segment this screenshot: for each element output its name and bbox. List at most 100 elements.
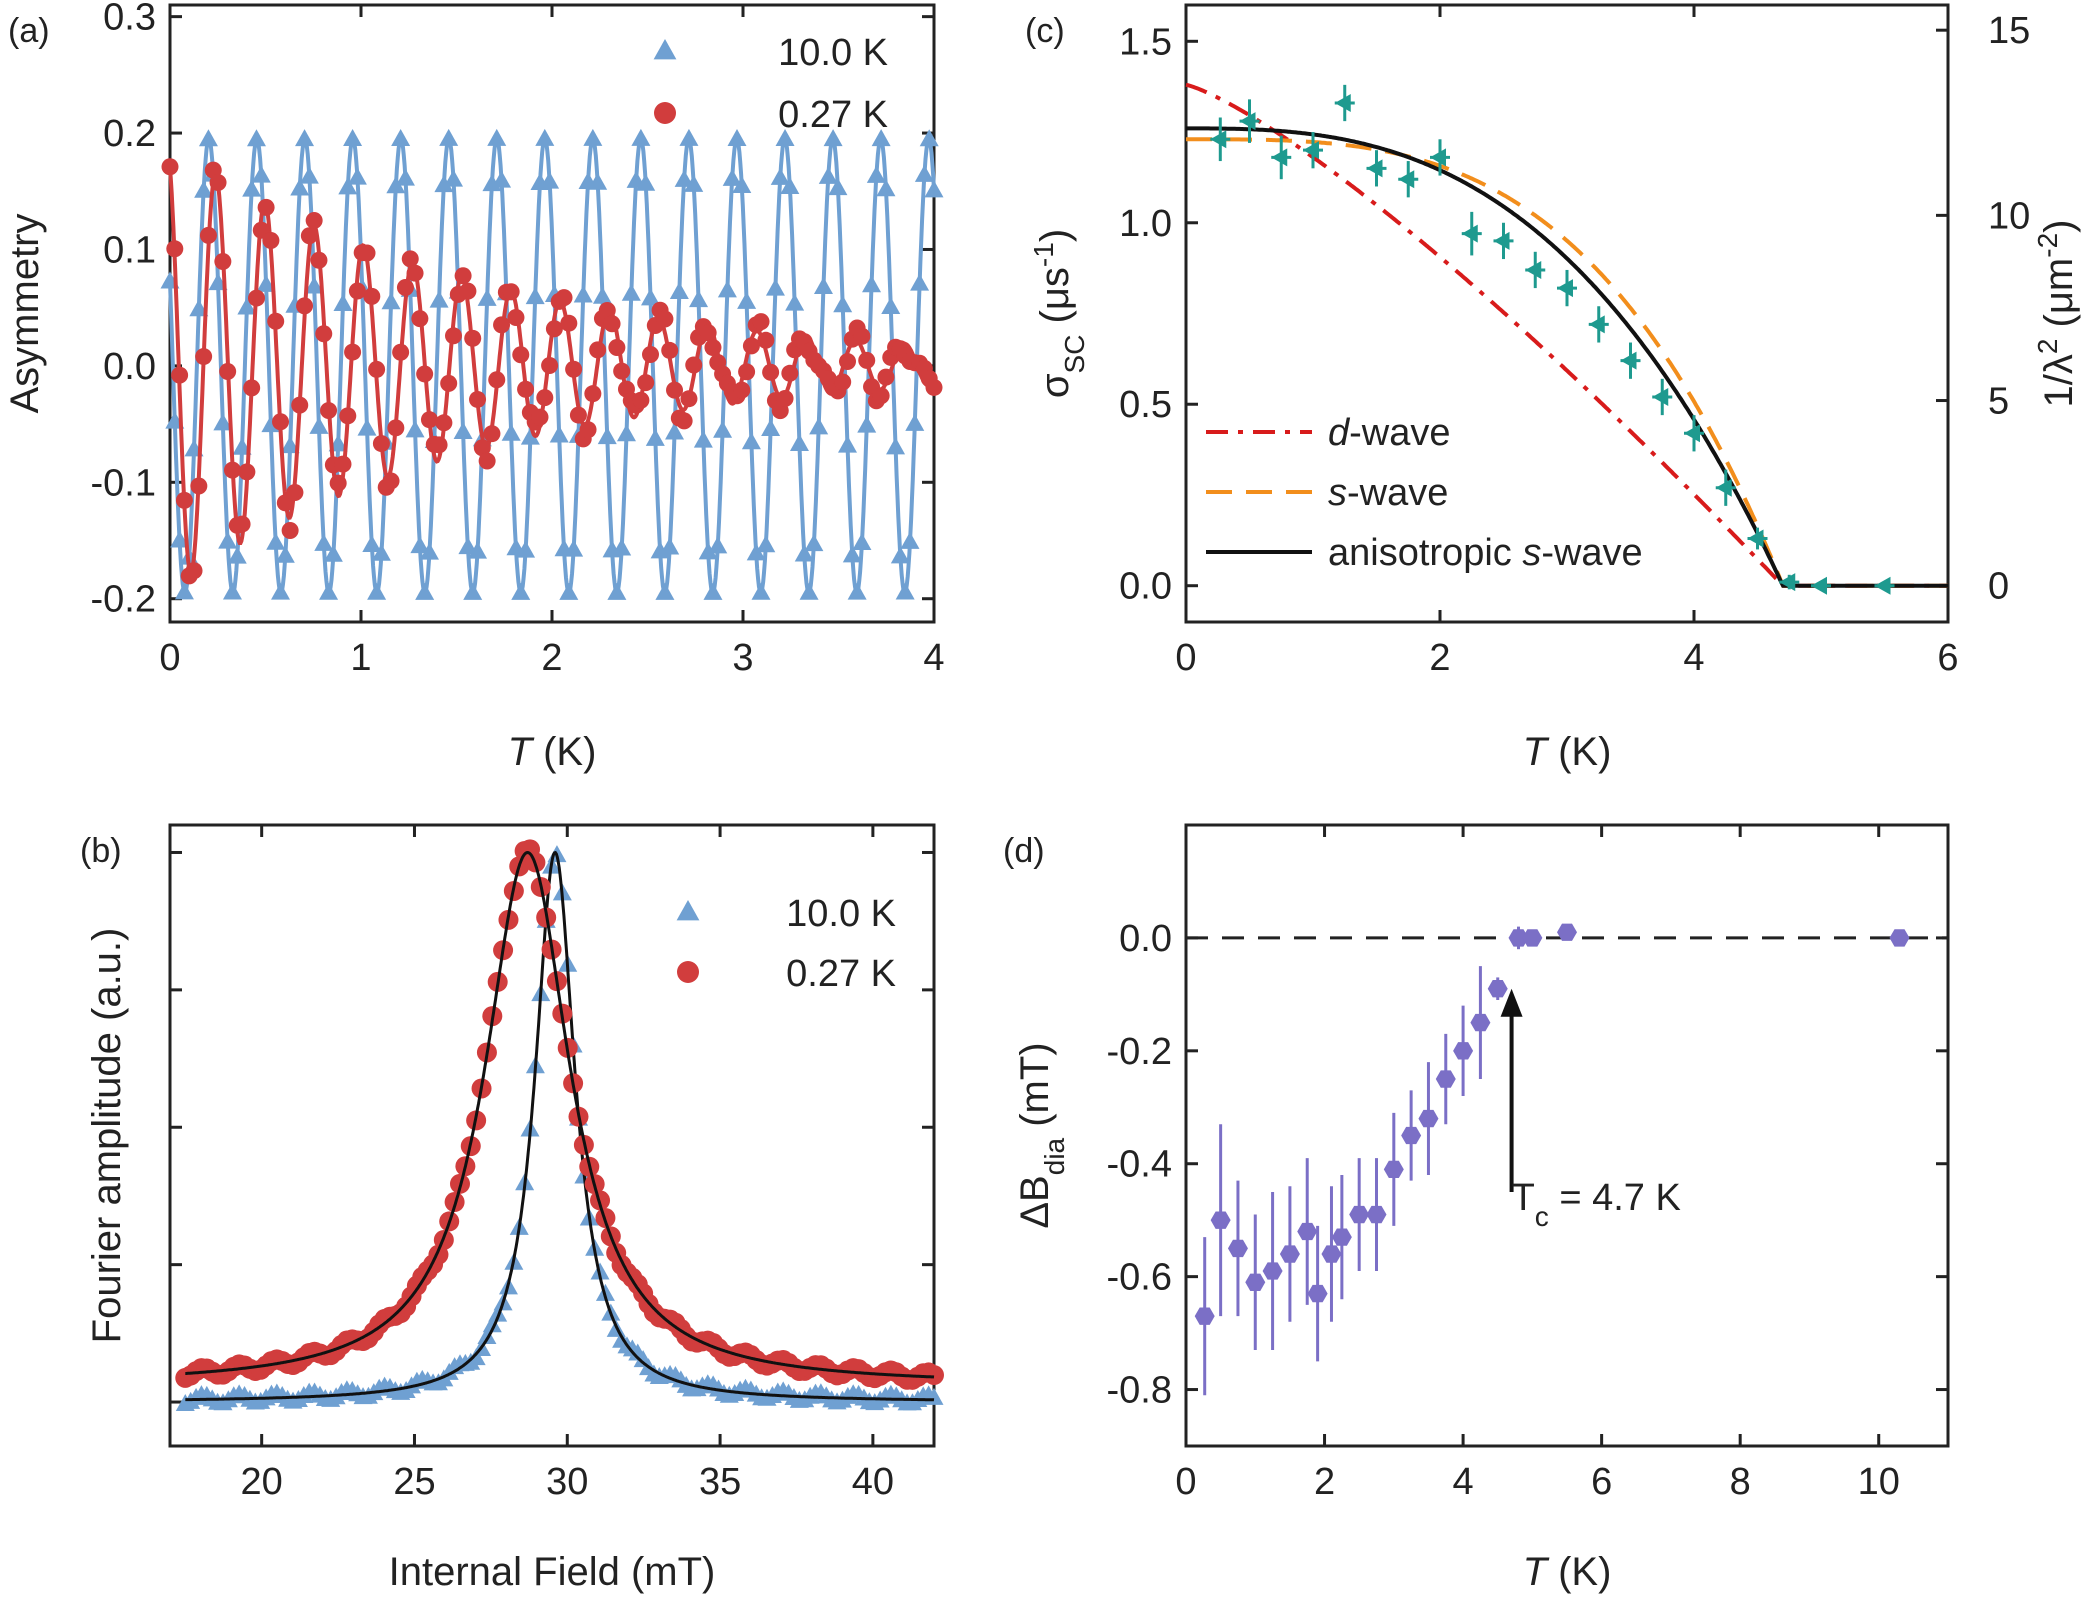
data-point-triangle <box>886 437 906 455</box>
data-point-triangle <box>439 128 459 146</box>
data-point-triangle <box>540 171 560 189</box>
legend-label: 10.0 K <box>786 893 896 935</box>
data-point-circle <box>223 461 241 479</box>
data-point-triangle <box>443 169 463 187</box>
data-point-triangle <box>246 129 266 147</box>
annotation-text: Tc = 4.7 K <box>1512 1177 1681 1232</box>
data-point-circle <box>305 211 323 229</box>
series-line-0 <box>168 135 936 597</box>
fit-line-2 <box>1186 126 1948 588</box>
panel-c-sigma-sc-chart: (c) 0 2 4 6 0.0 0.5 1.0 1.5 0 5 10 15 T (K) σSC (μs-1)… <box>1025 3 2082 774</box>
y-label-sub: SC <box>1059 335 1090 374</box>
data-point-triangle <box>823 129 843 147</box>
data-point-triangle <box>794 544 814 562</box>
data-point-circle <box>243 379 261 397</box>
data-point-triangle <box>266 532 286 550</box>
data-point-triangle <box>237 297 257 315</box>
data-point-circle <box>776 389 794 407</box>
data-point-circle <box>478 452 496 470</box>
x-tick-label: 2 <box>1429 637 1450 679</box>
data-point-circle <box>473 439 491 457</box>
data-point-triangle <box>299 166 319 184</box>
data-point-circle <box>858 351 876 369</box>
y-right-tick-label: 5 <box>1988 381 2009 423</box>
data-point-circle <box>396 278 414 296</box>
y-tick-label: 1.0 <box>1119 203 1172 245</box>
x-tick-label: 0 <box>1175 637 1196 679</box>
data-point-circle <box>536 389 554 407</box>
y-label-close: ) <box>1033 229 1077 242</box>
data-point-circle <box>291 396 309 414</box>
panel-label: (c) <box>1025 12 1065 50</box>
data-point-circle <box>435 414 453 432</box>
data-point-hexagon <box>1194 1307 1215 1325</box>
y-label-sub: dia <box>1039 1137 1070 1175</box>
y-right-sup: 2 <box>2032 339 2063 355</box>
data-point-circle <box>262 231 280 249</box>
annotation-t: T <box>1512 1177 1535 1219</box>
data-point-left-triangle <box>1493 231 1510 250</box>
data-point-circle <box>296 297 314 315</box>
y-tick-label: 0.0 <box>1119 918 1172 960</box>
y-tick-label: -0.4 <box>1107 1144 1172 1186</box>
data-point-triangle <box>669 282 689 300</box>
data-point-circle <box>493 316 511 334</box>
data-point-circle <box>699 324 717 342</box>
legend-label: 10.0 K <box>778 32 888 74</box>
data-point-triangle <box>765 278 785 296</box>
data-point-hexagon <box>1557 923 1577 941</box>
data-point-circle <box>171 366 189 384</box>
data-point-circle <box>584 385 602 403</box>
legend-label: d-wave <box>1328 412 1451 454</box>
y-axis-label-right: 1/λ2 (μm-2) <box>2032 220 2082 408</box>
data-point-triangle <box>616 424 636 442</box>
data-point-circle <box>406 264 424 282</box>
y-label-sigma: σ <box>1033 373 1077 398</box>
data-point-circle <box>459 282 477 300</box>
x-tick-label: 1 <box>350 637 371 679</box>
data-point-circle <box>565 360 583 378</box>
data-point-triangle <box>881 297 901 315</box>
data-point-circle <box>502 283 520 301</box>
data-point-triangle <box>381 292 401 310</box>
x-tick-label: 4 <box>923 637 944 679</box>
data-point-triangle <box>727 128 747 146</box>
data-point-left-triangle <box>1588 315 1605 334</box>
data-point-circle <box>853 327 871 345</box>
data-point-left-triangle <box>1715 478 1732 497</box>
data-point-triangle <box>621 283 641 301</box>
data-point-triangle <box>607 582 627 600</box>
data-point-hexagon <box>1210 1211 1231 1229</box>
data-point-circle <box>329 474 347 492</box>
data-point-triangle <box>323 544 343 562</box>
y-label-base: ΔB <box>1013 1175 1057 1228</box>
data-point-left-triangle <box>1239 112 1256 131</box>
legend-suffix: -wave <box>1347 472 1448 514</box>
data-point-circle <box>685 356 703 374</box>
data-point-triangle <box>900 531 920 549</box>
y-right-tick-label: 15 <box>1988 10 2030 52</box>
legend-marker <box>676 900 700 921</box>
data-point-circle <box>675 412 693 430</box>
y-right-sup2: -2 <box>2032 233 2063 258</box>
data-point-triangle <box>343 129 363 147</box>
data-point-triangle <box>910 273 930 291</box>
data-point-circle <box>733 381 751 399</box>
data-point-triangle <box>256 274 276 292</box>
data-point-triangle <box>592 286 612 304</box>
data-point-triangle <box>905 413 925 431</box>
data-point-left-triangle <box>1811 576 1827 595</box>
data-point-triangle <box>641 288 661 306</box>
panel-a-asymmetry-chart: (a) 0 1 2 3 4 -0.2 -0.1 0.0 0.1 0.2 0.3 T (K) Asymmet… <box>3 0 945 774</box>
y-tick-label: -0.1 <box>91 462 156 504</box>
data-point-triangle <box>535 128 555 146</box>
x-axis-var: T <box>1523 730 1550 774</box>
data-point-circle <box>834 373 852 391</box>
data-point-triangle <box>597 427 617 445</box>
y-tick-label: 0.5 <box>1119 384 1172 426</box>
data-point-circle <box>661 341 679 359</box>
x-tick-label: 35 <box>699 1461 741 1503</box>
fit-line-1 <box>185 850 935 1379</box>
legend-marker <box>653 39 677 60</box>
data-point-triangle <box>251 165 271 183</box>
